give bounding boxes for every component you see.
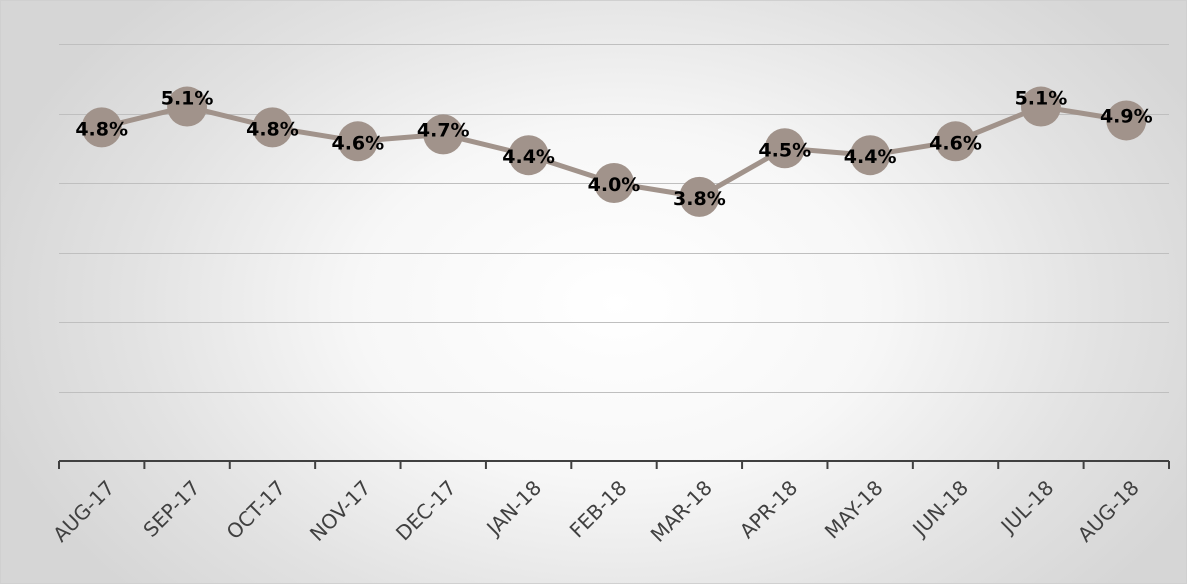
data-label: 4.7% [417,119,470,141]
data-label: 5.1% [161,88,214,110]
data-point-marker [337,121,378,162]
data-point-marker [850,135,891,176]
data-label: 4.4% [844,146,897,168]
x-tick-label: APR-18 [735,476,803,544]
x-tick-label: JUN-18 [906,476,973,543]
x-tick-label: FEB-18 [565,476,632,543]
data-point-marker [935,121,976,162]
x-axis [58,460,1170,469]
data-label: 4.8% [246,118,299,140]
x-tick-label: MAR-18 [646,476,717,547]
data-labels-group: 4.8% 5.1% 4.8% 4.6% 4.7% 4.4% 4.0% 3.8% 4.5% 4.4%… [75,88,1152,210]
data-label: 4.9% [1100,105,1153,127]
x-tick-labels-group: AUG-17 SEP-17 OCT-17 NOV-17 DEC-17 JAN-18 FEB-… [48,476,1144,547]
data-label: 4.5% [758,139,811,161]
x-tick-label: JAN-18 [480,476,546,542]
x-tick-label: SEP-17 [138,476,204,542]
data-label: 3.8% [673,188,726,210]
data-label: 4.0% [588,174,641,196]
gridlines [59,44,1169,393]
x-tick-label: OCT-17 [222,476,290,544]
data-point-marker [1020,86,1061,127]
data-label: 4.4% [502,146,555,168]
x-tick-label: MAY-18 [820,476,888,544]
data-point-marker [167,86,208,127]
data-point-marker [252,107,293,148]
x-tick-label: AUG-18 [1073,476,1144,547]
data-point-marker [423,114,464,155]
data-point-marker [1106,100,1147,141]
data-label: 4.6% [929,132,982,154]
data-point-marker [81,107,122,148]
x-tick-label: AUG-17 [48,476,119,547]
x-tick-label: JUL-18 [995,476,1059,540]
data-point-marker [764,128,805,169]
x-tick-label: NOV-17 [305,476,375,546]
data-label: 5.1% [1015,88,1068,110]
data-point-marker [594,163,634,203]
markers-group [81,86,1147,217]
data-label: 4.6% [331,132,384,154]
x-tick-label: DEC-17 [391,476,461,546]
data-point-marker [679,176,720,217]
data-point-marker [508,135,549,176]
data-label: 4.8% [75,118,128,140]
